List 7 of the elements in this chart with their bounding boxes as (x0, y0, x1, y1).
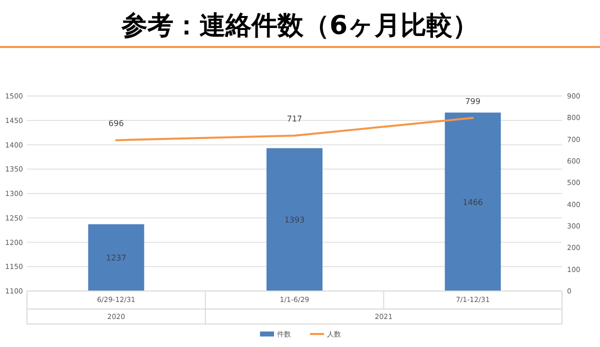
chart-title: 参考：連絡件数（6ヶ月比較） (120, 11, 479, 41)
data-label: 717 (286, 114, 302, 124)
data-label: 1466 (462, 198, 484, 207)
data-label: 1393 (284, 216, 305, 225)
data-label: 1237 (106, 254, 126, 263)
data-label: 696 (108, 119, 124, 128)
data-label: 799 (465, 96, 480, 106)
